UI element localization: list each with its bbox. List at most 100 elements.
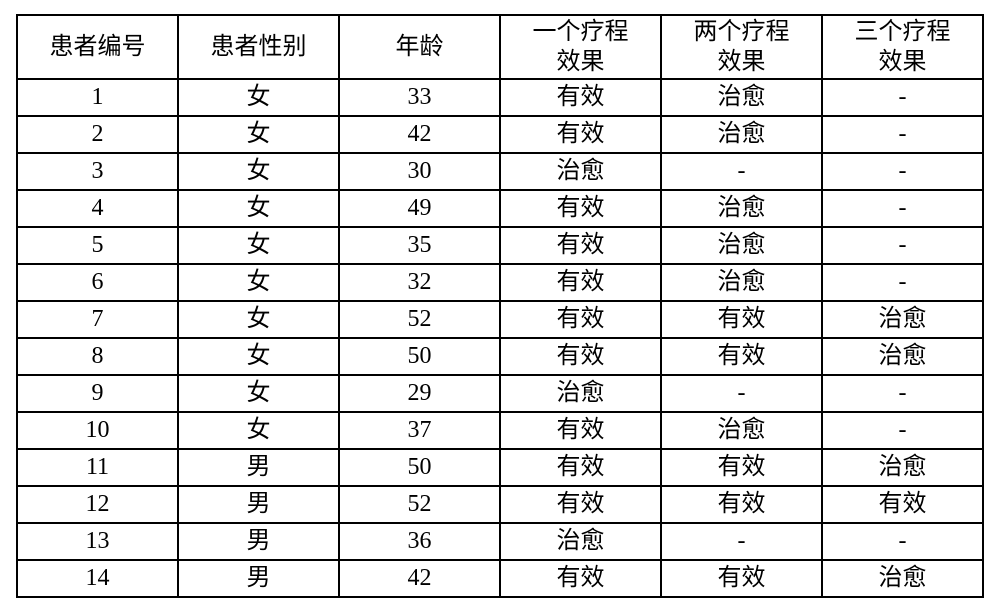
cell-age: 42: [339, 116, 500, 153]
cell-patient-id: 4: [17, 190, 178, 227]
cell-patient-id: 11: [17, 449, 178, 486]
table-row: 9 女 29 治愈 - -: [17, 375, 983, 412]
cell-course-2: 治愈: [661, 412, 822, 449]
cell-patient-id: 6: [17, 264, 178, 301]
table-row: 5 女 35 有效 治愈 -: [17, 227, 983, 264]
cell-gender: 女: [178, 264, 339, 301]
table-body: 1 女 33 有效 治愈 - 2 女 42 有效 治愈 - 3 女 30 治愈 …: [17, 79, 983, 597]
table-row: 4 女 49 有效 治愈 -: [17, 190, 983, 227]
patient-outcome-table: 患者编号 患者性别 年龄 一个疗程 效果 两个疗程 效果: [16, 14, 984, 598]
cell-age: 30: [339, 153, 500, 190]
cell-course-1: 有效: [500, 190, 661, 227]
cell-age: 29: [339, 375, 500, 412]
patient-outcome-table-container: 患者编号 患者性别 年龄 一个疗程 效果 两个疗程 效果: [0, 0, 1000, 612]
cell-age: 32: [339, 264, 500, 301]
cell-age: 52: [339, 486, 500, 523]
table-row: 11 男 50 有效 有效 治愈: [17, 449, 983, 486]
table-row: 10 女 37 有效 治愈 -: [17, 412, 983, 449]
col-header-text: 一个疗程: [501, 17, 660, 47]
cell-gender: 女: [178, 338, 339, 375]
cell-course-1: 有效: [500, 560, 661, 597]
cell-gender: 男: [178, 523, 339, 560]
col-header-age: 年龄: [339, 15, 500, 79]
table-row: 6 女 32 有效 治愈 -: [17, 264, 983, 301]
cell-gender: 女: [178, 412, 339, 449]
cell-course-3: -: [822, 412, 983, 449]
cell-patient-id: 1: [17, 79, 178, 116]
cell-age: 50: [339, 449, 500, 486]
cell-age: 35: [339, 227, 500, 264]
cell-age: 52: [339, 301, 500, 338]
cell-course-3: -: [822, 375, 983, 412]
cell-course-3: -: [822, 227, 983, 264]
cell-course-1: 有效: [500, 412, 661, 449]
col-header-text: 效果: [501, 47, 660, 77]
cell-course-3: 治愈: [822, 301, 983, 338]
cell-course-1: 有效: [500, 301, 661, 338]
table-row: 1 女 33 有效 治愈 -: [17, 79, 983, 116]
cell-course-3: 治愈: [822, 449, 983, 486]
col-header-patient-id: 患者编号: [17, 15, 178, 79]
cell-age: 42: [339, 560, 500, 597]
col-header-text: 患者编号: [18, 32, 177, 62]
cell-course-2: -: [661, 375, 822, 412]
table-row: 14 男 42 有效 有效 治愈: [17, 560, 983, 597]
cell-patient-id: 8: [17, 338, 178, 375]
cell-gender: 女: [178, 153, 339, 190]
cell-gender: 男: [178, 486, 339, 523]
cell-course-2: 治愈: [661, 227, 822, 264]
cell-patient-id: 3: [17, 153, 178, 190]
cell-patient-id: 9: [17, 375, 178, 412]
col-header-text: 患者性别: [179, 32, 338, 62]
cell-course-2: 有效: [661, 486, 822, 523]
cell-gender: 女: [178, 375, 339, 412]
cell-course-3: 治愈: [822, 560, 983, 597]
cell-course-2: -: [661, 523, 822, 560]
cell-course-3: 治愈: [822, 338, 983, 375]
cell-patient-id: 13: [17, 523, 178, 560]
cell-course-1: 治愈: [500, 523, 661, 560]
cell-age: 37: [339, 412, 500, 449]
table-row: 12 男 52 有效 有效 有效: [17, 486, 983, 523]
cell-patient-id: 2: [17, 116, 178, 153]
cell-gender: 男: [178, 449, 339, 486]
col-header-course-3: 三个疗程 效果: [822, 15, 983, 79]
cell-gender: 女: [178, 190, 339, 227]
table-row: 7 女 52 有效 有效 治愈: [17, 301, 983, 338]
cell-patient-id: 14: [17, 560, 178, 597]
col-header-text: 效果: [662, 47, 821, 77]
cell-gender: 男: [178, 560, 339, 597]
cell-patient-id: 12: [17, 486, 178, 523]
col-header-text: 三个疗程: [823, 17, 982, 47]
cell-age: 33: [339, 79, 500, 116]
table-row: 13 男 36 治愈 - -: [17, 523, 983, 560]
cell-course-2: 治愈: [661, 116, 822, 153]
cell-course-1: 有效: [500, 338, 661, 375]
col-header-text: 两个疗程: [662, 17, 821, 47]
table-row: 8 女 50 有效 有效 治愈: [17, 338, 983, 375]
col-header-course-2: 两个疗程 效果: [661, 15, 822, 79]
cell-course-3: -: [822, 264, 983, 301]
cell-course-1: 有效: [500, 227, 661, 264]
cell-course-1: 有效: [500, 449, 661, 486]
cell-course-3: -: [822, 153, 983, 190]
cell-course-1: 有效: [500, 264, 661, 301]
cell-patient-id: 10: [17, 412, 178, 449]
col-header-text: 效果: [823, 47, 982, 77]
cell-gender: 女: [178, 301, 339, 338]
cell-course-1: 治愈: [500, 153, 661, 190]
cell-course-1: 有效: [500, 79, 661, 116]
cell-course-3: -: [822, 523, 983, 560]
cell-patient-id: 5: [17, 227, 178, 264]
cell-patient-id: 7: [17, 301, 178, 338]
col-header-text: 年龄: [340, 32, 499, 62]
cell-course-2: -: [661, 153, 822, 190]
cell-course-1: 有效: [500, 116, 661, 153]
cell-course-3: 有效: [822, 486, 983, 523]
col-header-gender: 患者性别: [178, 15, 339, 79]
cell-course-2: 有效: [661, 301, 822, 338]
cell-age: 49: [339, 190, 500, 227]
cell-course-2: 有效: [661, 338, 822, 375]
cell-course-2: 有效: [661, 560, 822, 597]
cell-course-2: 治愈: [661, 79, 822, 116]
